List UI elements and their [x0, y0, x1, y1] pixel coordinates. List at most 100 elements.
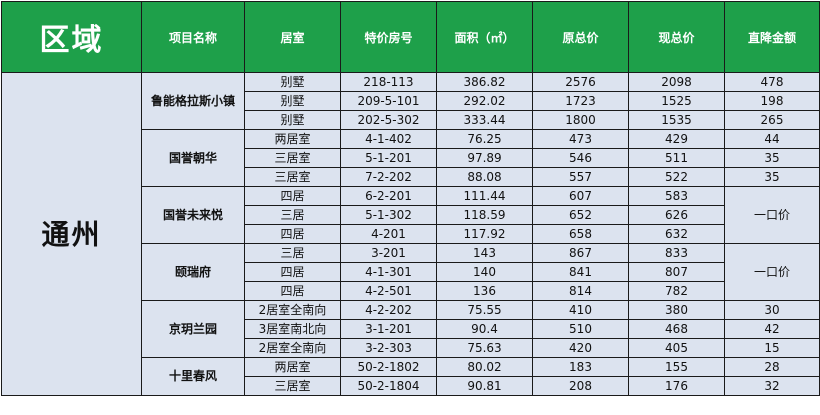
- original-total-cell: 208: [532, 376, 629, 396]
- current-total-cell: 1525: [628, 91, 725, 111]
- area-cell: 386.82: [436, 72, 533, 92]
- price-drop-cell: 478: [724, 72, 820, 92]
- room-type-cell: 别墅: [244, 72, 341, 92]
- current-total-cell: 2098: [628, 72, 725, 92]
- area-cell: 111.44: [436, 186, 533, 206]
- original-total-cell: 867: [532, 243, 629, 263]
- original-total-cell: 420: [532, 338, 629, 358]
- current-total-cell: 405: [628, 338, 725, 358]
- table-row: 三居室 5-1-201 97.89 546 511 35: [2, 148, 820, 168]
- room-type-cell: 两居室: [244, 129, 341, 149]
- room-type-cell: 三居室: [244, 376, 341, 396]
- room-type-cell: 四居: [244, 224, 341, 244]
- room-type-cell: 四居: [244, 262, 341, 282]
- original-total-cell: 841: [532, 262, 629, 282]
- original-total-cell: 814: [532, 281, 629, 301]
- unit-cell: 3-2-303: [340, 338, 437, 358]
- current-total-cell: 583: [628, 186, 725, 206]
- project-name-cell: 京玥兰园: [141, 300, 245, 358]
- unit-cell: 3-201: [340, 243, 437, 263]
- price-drop-cell: 42: [724, 319, 820, 339]
- header-region: 区域: [1, 1, 142, 73]
- header-unit: 特价房号: [340, 1, 437, 73]
- price-drop-cell: 32: [724, 376, 820, 396]
- room-type-cell: 3居室南北向: [244, 319, 341, 339]
- room-type-cell: 别墅: [244, 110, 341, 130]
- original-total-cell: 607: [532, 186, 629, 206]
- area-cell: 292.02: [436, 91, 533, 111]
- room-type-cell: 三居: [244, 243, 341, 263]
- header-area: 面积（㎡）: [436, 1, 533, 73]
- room-type-cell: 四居: [244, 186, 341, 206]
- header-price-drop: 直降金额: [724, 1, 820, 73]
- current-total-cell: 511: [628, 148, 725, 168]
- room-type-cell: 四居: [244, 281, 341, 301]
- price-drop-cell: 35: [724, 148, 820, 168]
- room-type-cell: 两居室: [244, 357, 341, 377]
- table-row: 别墅 209-5-101 292.02 1723 1525 198: [2, 91, 820, 111]
- region-cell: 通州: [1, 72, 142, 396]
- room-type-cell: 2居室全南向: [244, 338, 341, 358]
- price-drop-cell: 265: [724, 110, 820, 130]
- original-total-cell: 510: [532, 319, 629, 339]
- area-cell: 333.44: [436, 110, 533, 130]
- original-total-cell: 473: [532, 129, 629, 149]
- room-type-cell: 2居室全南向: [244, 300, 341, 320]
- area-cell: 90.81: [436, 376, 533, 396]
- unit-cell: 4-1-301: [340, 262, 437, 282]
- area-cell: 136: [436, 281, 533, 301]
- table-row: 颐瑞府 三居 3-201 143 867 833 一口价: [2, 243, 820, 301]
- original-total-cell: 183: [532, 357, 629, 377]
- header-current-total: 现总价: [628, 1, 725, 73]
- current-total-cell: 522: [628, 167, 725, 187]
- current-total-cell: 468: [628, 319, 725, 339]
- current-total-cell: 429: [628, 129, 725, 149]
- table-row: 通州 鲁能格拉斯小镇 别墅 218-113 386.82 2576 2098 4…: [1, 72, 820, 396]
- unit-cell: 4-2-501: [340, 281, 437, 301]
- project-name-cell: 十里春风: [141, 357, 245, 396]
- area-cell: 80.02: [436, 357, 533, 377]
- area-cell: 75.55: [436, 300, 533, 320]
- unit-cell: 50-2-1804: [340, 376, 437, 396]
- price-drop-cell: 一口价: [724, 186, 820, 244]
- original-total-cell: 652: [532, 205, 629, 225]
- room-type-cell: 三居室: [244, 167, 341, 187]
- original-total-cell: 546: [532, 148, 629, 168]
- price-drop-cell: 一口价: [724, 243, 820, 301]
- header-row: 区域 项目名称 居室 特价房号 面积（㎡） 原总价 现总价 直降金额: [1, 1, 820, 73]
- unit-cell: 5-1-302: [340, 205, 437, 225]
- area-cell: 76.25: [436, 129, 533, 149]
- price-drop-cell: 30: [724, 300, 820, 320]
- table-row: 三居室 50-2-1804 90.81 208 176 32: [2, 376, 820, 396]
- unit-cell: 6-2-201: [340, 186, 437, 206]
- current-total-cell: 626: [628, 205, 725, 225]
- area-cell: 117.92: [436, 224, 533, 244]
- table-row: 三居室 7-2-202 88.08 557 522 35: [2, 167, 820, 187]
- project-name-cell: 国誉朝华: [141, 129, 245, 187]
- price-drop-cell: 198: [724, 91, 820, 111]
- area-cell: 143: [436, 243, 533, 263]
- area-cell: 118.59: [436, 205, 533, 225]
- room-type-cell: 三居: [244, 205, 341, 225]
- header-project: 项目名称: [141, 1, 245, 73]
- unit-cell: 7-2-202: [340, 167, 437, 187]
- area-cell: 97.89: [436, 148, 533, 168]
- unit-cell: 209-5-101: [340, 91, 437, 111]
- price-drop-cell: 28: [724, 357, 820, 377]
- area-cell: 88.08: [436, 167, 533, 187]
- unit-cell: 4-1-402: [340, 129, 437, 149]
- project-name-cell: 颐瑞府: [141, 243, 245, 301]
- area-cell: 90.4: [436, 319, 533, 339]
- table-row: 四居 4-2-501 136 814 782: [2, 281, 820, 301]
- current-total-cell: 176: [628, 376, 725, 396]
- table-row: 京玥兰园 2居室全南向 4-2-202 75.55 410 380 30: [2, 300, 820, 358]
- original-total-cell: 2576: [532, 72, 629, 92]
- table-row: 3居室南北向 3-1-201 90.4 510 468 42: [2, 319, 820, 339]
- current-total-cell: 632: [628, 224, 725, 244]
- current-total-cell: 807: [628, 262, 725, 282]
- current-total-cell: 155: [628, 357, 725, 377]
- area-cell: 140: [436, 262, 533, 282]
- project-name-cell: 鲁能格拉斯小镇: [141, 72, 245, 130]
- unit-cell: 50-2-1802: [340, 357, 437, 377]
- header-original-total: 原总价: [532, 1, 629, 73]
